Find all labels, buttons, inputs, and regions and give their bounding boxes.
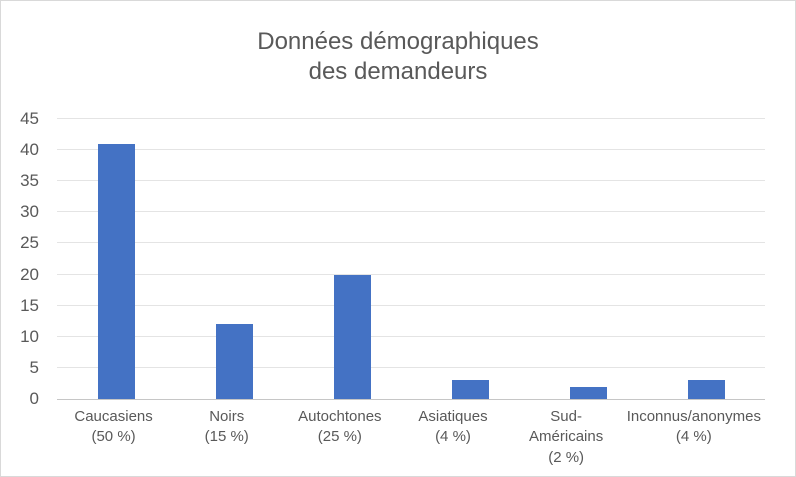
category-percentage: (25 %) <box>317 428 362 446</box>
x-axis-label-caucasiens: Caucasiens (50 %) <box>57 407 170 468</box>
x-axis-label-sud-americains: Sud-Américains (2 %) <box>510 407 623 468</box>
bar-caucasiens <box>97 143 135 399</box>
chart-title: Données démographiques des demandeurs <box>257 28 539 85</box>
y-axis: 0 5 10 15 20 25 30 35 40 45 <box>1 109 49 408</box>
category-percentage: (50 %) <box>91 428 136 446</box>
y-axis-tick: 5 <box>29 357 39 377</box>
chart-title-wrap: Données démographiques des demandeurs <box>1 27 795 87</box>
gridline <box>57 211 765 213</box>
category-percentage: (4 %) <box>675 428 712 446</box>
x-axis-label-noirs: Noirs (15 %) <box>170 407 283 468</box>
category-name: Caucasiens <box>74 408 153 425</box>
bars-row <box>57 119 765 399</box>
bar-sud-americains <box>569 386 607 399</box>
bar-slot-caucasiens <box>57 119 175 399</box>
y-axis-tick: 20 <box>20 264 39 284</box>
gridline <box>57 149 765 151</box>
category-name: Asiatiques <box>418 408 488 425</box>
bar-asiatiques <box>451 380 489 399</box>
bar-slot-inconnus-anonymes <box>647 119 765 399</box>
bar-slot-asiatiques <box>411 119 529 399</box>
gridline <box>57 335 765 337</box>
gridline <box>57 273 765 275</box>
gridline <box>57 118 765 119</box>
category-name: Autochtones <box>298 408 382 425</box>
x-axis-labels: Caucasiens (50 %) Noirs (15 %) Autochtones (2… <box>57 407 765 468</box>
y-axis-tick: 40 <box>20 140 39 160</box>
y-axis-tick: 10 <box>20 326 39 346</box>
category-percentage: (2 %) <box>548 448 585 466</box>
bar-autochtones <box>333 274 371 399</box>
bar-slot-autochtones <box>293 119 411 399</box>
y-axis-tick: 30 <box>20 202 39 222</box>
gridline <box>57 366 765 368</box>
x-axis-label-asiatiques: Asiatiques (4 %) <box>396 407 509 468</box>
category-name: Noirs <box>209 408 245 425</box>
category-name: Sud-Américains <box>529 408 604 446</box>
x-axis-label-autochtones: Autochtones (25 %) <box>283 407 396 468</box>
category-percentage: (4 %) <box>435 428 471 446</box>
category-name: Inconnus/anonymes <box>626 408 761 425</box>
y-axis-tick: 45 <box>20 109 39 128</box>
y-axis-tick: 0 <box>29 389 39 408</box>
bar-slot-sud-americains <box>529 119 647 399</box>
bar-noirs <box>215 324 253 399</box>
bar-inconnus-anonymes <box>687 380 725 399</box>
gridline <box>57 180 765 182</box>
gridline <box>57 304 765 306</box>
y-axis-tick: 25 <box>20 233 39 253</box>
y-axis-tick: 35 <box>20 171 39 191</box>
category-percentage: (15 %) <box>204 428 249 446</box>
y-axis-tick: 15 <box>20 295 39 315</box>
plot-area <box>57 118 765 400</box>
gridline <box>57 242 765 244</box>
x-axis-label-inconnus-anonymes: Inconnus/anonymes (4 %) <box>623 407 765 468</box>
bar-slot-noirs <box>175 119 293 399</box>
